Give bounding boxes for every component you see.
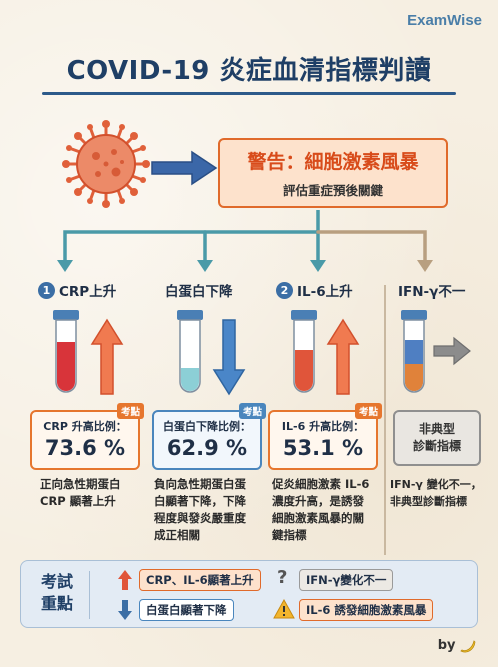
box-line: 診斷指標	[412, 439, 461, 453]
summary-item-decrease: 白蛋白顯著下降	[139, 599, 234, 621]
exam-point-badge: 考點	[116, 403, 144, 419]
stat-label: 白蛋白下降比例：	[163, 420, 251, 433]
stat-value: 73.6 %	[44, 436, 126, 460]
desc-line: 成正相關	[154, 528, 200, 542]
test-tube-red-icon	[291, 310, 317, 393]
exam-summary-panel: 考試 重點 CRP、IL-6顯著上升 白蛋白顯著下降 ? IFN-γ變化不一 I…	[20, 560, 478, 628]
summary-label-line: 考試	[40, 572, 73, 591]
arrow-right-icon	[433, 336, 471, 366]
branch-connectors	[57, 210, 433, 272]
stat-box-il6: 考點 IL-6 升高比例： 53.1 %	[268, 403, 382, 470]
brand-logo: ExamWise	[407, 12, 482, 29]
desc-line: 正向急性期蛋白	[40, 477, 121, 491]
summary-item-ifn: IFN-γ變化不一	[299, 569, 394, 591]
desc-line: IFN-γ 變化不一，	[390, 478, 482, 491]
summary-label-line: 重點	[40, 594, 73, 613]
arrow-up-icon	[118, 570, 132, 590]
arrow-up-icon	[326, 318, 360, 395]
desc-line: CRP 顯著上升	[40, 494, 116, 508]
exam-point-badge: 考點	[354, 403, 382, 419]
heading-il6: 2 IL-6上升	[276, 280, 353, 300]
heading-albumin: 白蛋白下降	[165, 280, 233, 300]
box-line: 非典型	[418, 422, 455, 436]
virus-icon	[62, 120, 150, 208]
test-tube-red-icon	[53, 310, 79, 393]
byline: by	[438, 638, 476, 653]
title-underline	[42, 92, 456, 95]
warning-subtitle: 評估重症預後關鍵	[282, 183, 383, 198]
warning-title: 警告：細胞激素風暴	[247, 151, 419, 173]
summary-item-increase: CRP、IL-6顯著上升	[139, 569, 261, 591]
page-title: COVID-19 炎症血清指標判讀	[66, 56, 432, 86]
desc-line: 鍵指標	[272, 528, 307, 542]
heading-label: CRP上升	[59, 284, 117, 300]
arrow-right-icon	[151, 150, 218, 186]
desc-crp: 正向急性期蛋白 CRP 顯著上升	[40, 476, 121, 510]
heading-label: 白蛋白下降	[165, 284, 233, 300]
stat-label: CRP 升高比例：	[43, 420, 127, 433]
desc-line: 非典型診斷指標	[390, 495, 467, 508]
test-tube-mixed-icon	[401, 310, 427, 393]
desc-il6: 促炎細胞激素 IL-6 濃度升高，是誘發 細胞激素風暴的關 鍵指標	[272, 476, 369, 544]
banana-icon	[460, 639, 476, 652]
test-tube-light-icon	[177, 310, 203, 393]
column-divider	[384, 285, 386, 555]
step-number: 2	[276, 281, 293, 299]
exam-point-badge: 考點	[238, 403, 266, 419]
desc-line: 濃度升高，是誘發	[272, 494, 364, 508]
heading-ifn: IFN-γ不一	[398, 280, 465, 300]
desc-line: 負向急性期蛋白蛋	[154, 477, 246, 491]
summary-label: 考試 重點	[37, 571, 77, 615]
question-icon: ?	[277, 567, 288, 588]
desc-ifn: IFN-γ 變化不一， 非典型診斷指標	[390, 476, 482, 510]
desc-line: 白顯著下降，下降	[154, 494, 246, 508]
summary-item-storm: IL-6 誘發細胞激素風暴	[299, 599, 434, 621]
desc-line: 程度與發炎嚴重度	[154, 511, 246, 525]
atypical-indicator-box: 非典型 診斷指標	[393, 410, 481, 466]
stat-box-albumin: 考點 白蛋白下降比例： 62.9 %	[152, 403, 266, 470]
stat-box-crp: 考點 CRP 升高比例： 73.6 %	[30, 403, 144, 470]
warning-box: 警告：細胞激素風暴 評估重症預後關鍵	[218, 138, 448, 208]
desc-line: 促炎細胞激素 IL-6	[272, 477, 370, 491]
warning-icon	[273, 599, 295, 619]
desc-line: 細胞激素風暴的關	[272, 511, 364, 525]
desc-albumin: 負向急性期蛋白蛋 白顯著下降，下降 程度與發炎嚴重度 成正相關	[154, 476, 246, 544]
arrow-up-icon	[90, 318, 124, 395]
heading-label: IL-6上升	[297, 284, 353, 300]
heading-crp: 1 CRP上升	[38, 280, 116, 300]
stat-value: 62.9 %	[166, 436, 248, 460]
heading-label: IFN-γ不一	[398, 284, 466, 300]
arrow-down-icon	[212, 319, 246, 396]
stat-value: 53.1 %	[282, 436, 364, 460]
step-number: 1	[38, 281, 55, 299]
arrow-down-icon	[118, 600, 132, 620]
stat-label: IL-6 升高比例：	[281, 420, 365, 433]
summary-divider	[89, 571, 90, 619]
byline-text: by	[437, 638, 456, 653]
